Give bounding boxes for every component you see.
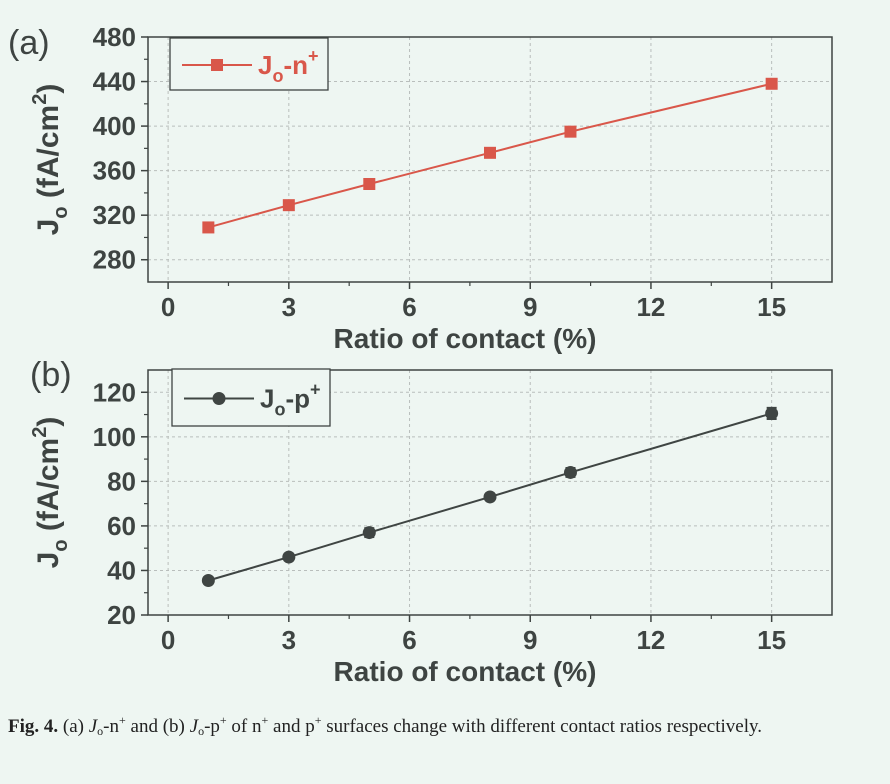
caption-plus: + (119, 713, 126, 727)
data-point (282, 550, 296, 564)
caption-rest: surfaces change with different contact r… (326, 716, 763, 737)
y-tick-label: 360 (93, 156, 136, 186)
data-point (362, 526, 376, 540)
x-tick-label: 6 (402, 625, 416, 655)
legend-label-sub: o (272, 66, 283, 86)
y-tick-label: 280 (93, 245, 136, 275)
plot-frame (147, 36, 833, 283)
plot-frame (147, 369, 833, 616)
caption-and: and (130, 716, 158, 737)
y-tick-label: 440 (93, 67, 136, 97)
y-tick-label: 400 (93, 111, 136, 141)
caption-figure-number: Fig. 4. (8, 716, 59, 737)
legend-label-sup: + (310, 380, 321, 400)
y-tick-label: 20 (107, 600, 136, 630)
y-axis-label: Jo (fA/cm2) (29, 417, 72, 569)
y-tick-label: 120 (93, 377, 136, 407)
legend-marker (211, 59, 223, 71)
caption-j: J (189, 716, 199, 737)
x-tick-label: 15 (757, 292, 786, 322)
legend-label: Jo-p+ (260, 380, 321, 420)
data-point (484, 146, 496, 159)
x-tick-label: 15 (757, 625, 786, 655)
y-axis-label-sup: 2 (29, 94, 51, 105)
legend-label-sub: o (274, 400, 285, 420)
y-tick-label: 40 (107, 555, 136, 585)
x-tick-label: 3 (282, 292, 296, 322)
x-axis-label: Ratio of contact (%) (334, 323, 597, 354)
x-tick-label: 9 (523, 625, 537, 655)
data-point (765, 77, 778, 90)
y-axis-label-end: ) (32, 417, 65, 427)
legend-label-rest: -n (283, 50, 308, 80)
data-point (563, 465, 577, 479)
caption-sub-o: o (97, 724, 104, 738)
caption-n: -n (103, 716, 119, 737)
caption-and-p: and p (273, 716, 315, 737)
x-tick-label: 12 (636, 625, 665, 655)
y-axis-label-end: ) (32, 84, 65, 94)
legend-label-rest: -p (285, 384, 310, 414)
legend-marker (212, 392, 226, 405)
x-tick-label: 9 (523, 292, 537, 322)
y-axis-label-main: J (32, 552, 65, 569)
y-axis-label-unit: (fA/cm (32, 105, 65, 207)
caption-sub-o: o (198, 724, 205, 738)
y-axis-label-sub: o (50, 206, 72, 218)
panel-label: (a) (8, 24, 50, 62)
x-tick-label: 12 (636, 292, 665, 322)
caption-plus: + (314, 713, 322, 727)
x-tick-label: 3 (282, 625, 296, 655)
caption-plus: + (261, 713, 269, 727)
y-axis-label-sub: o (50, 539, 72, 551)
y-axis-label-unit: (fA/cm (32, 438, 65, 540)
caption-panel-a-label: (a) (62, 716, 84, 737)
y-tick-label: 100 (93, 422, 136, 452)
caption-plus: + (219, 713, 227, 727)
data-point (765, 406, 779, 420)
y-axis-label-main: J (32, 219, 65, 236)
panel-a-chart: (a) 0 3 6 9 12 15 280 320 360 400 440 480 Ratio of co… (8, 22, 833, 354)
caption-j: J (88, 716, 98, 737)
legend-label-main: J (258, 50, 272, 80)
legend-label-main: J (260, 384, 274, 414)
data-point (201, 573, 215, 587)
y-tick-label: 80 (107, 466, 136, 496)
figure-caption: Fig. 4. (a) Jo-n+ and (b) Jo-p+ of n+ an… (8, 712, 868, 741)
panel-label: (b) (30, 356, 72, 394)
legend-label-sup: + (308, 46, 319, 66)
y-axis-label: Jo (fA/cm2) (29, 84, 72, 236)
y-tick-label: 320 (93, 200, 136, 230)
data-point (483, 490, 497, 504)
y-tick-label: 480 (93, 22, 136, 52)
data-point (282, 199, 295, 212)
series-line (208, 412, 772, 582)
x-tick-label: 0 (161, 292, 175, 322)
series-line (208, 82, 772, 229)
caption-panel-b-label: (b) (162, 716, 185, 737)
data-point (202, 221, 215, 234)
x-tick-label: 6 (402, 292, 416, 322)
caption-p: -p (204, 716, 220, 737)
y-axis-label-sup: 2 (29, 427, 51, 438)
caption-of-n: of n (231, 716, 262, 737)
data-point (564, 125, 577, 138)
panel-b-chart: (b) 0 3 6 9 12 15 20 40 60 80 100 120 Ratio of contac… (29, 356, 833, 687)
data-point (363, 178, 376, 190)
x-tick-label: 0 (161, 625, 175, 655)
y-tick-label: 60 (107, 511, 136, 541)
x-axis-label: Ratio of contact (%) (334, 656, 597, 687)
legend-label: Jo-n+ (258, 46, 319, 86)
